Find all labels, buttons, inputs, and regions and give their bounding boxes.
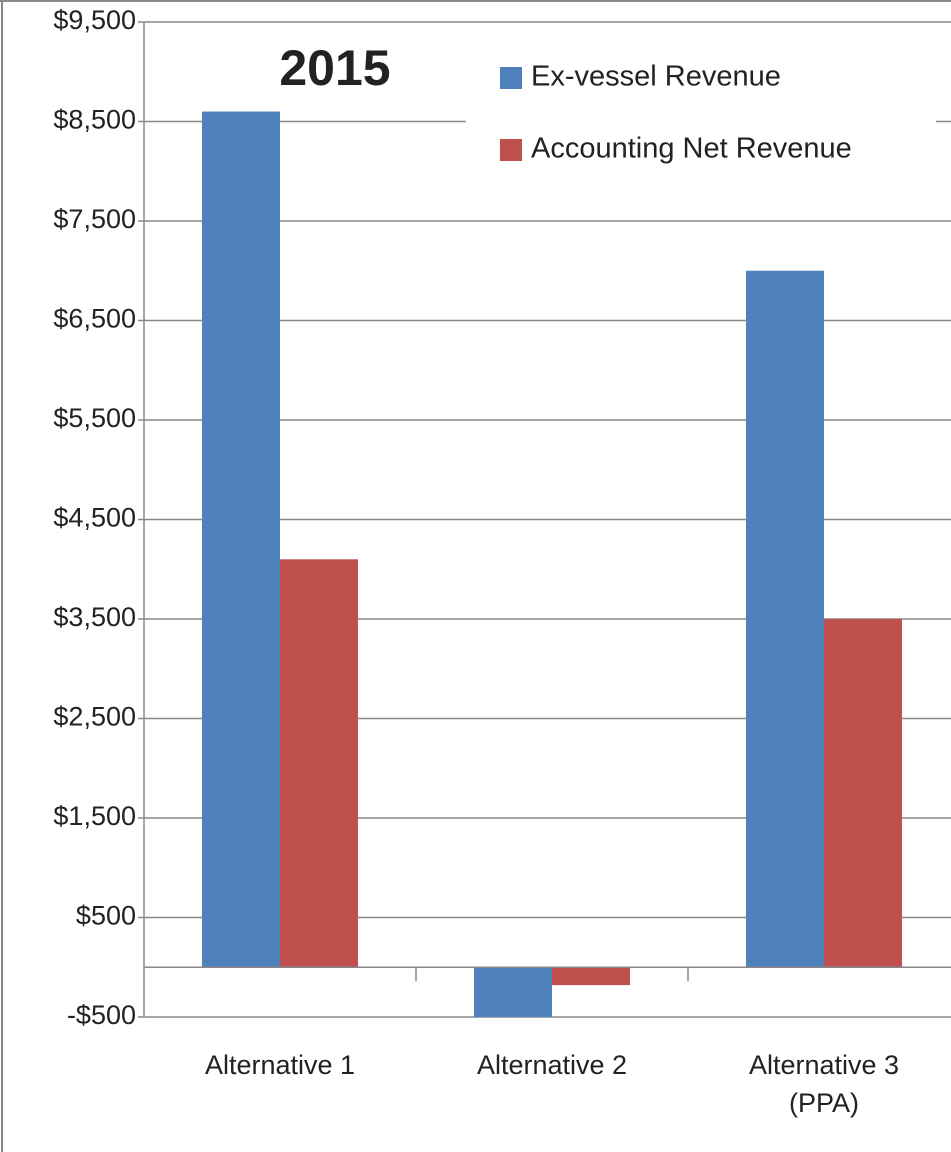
- y-tick-label: $6,500: [53, 304, 136, 334]
- y-tick-label: $3,500: [53, 602, 136, 632]
- y-tick-label: -$500: [67, 1000, 136, 1030]
- legend-swatch: [500, 139, 522, 161]
- legend-box: [466, 40, 936, 180]
- x-tick-label: Alternative 1: [204, 1050, 356, 1080]
- bar: [280, 559, 358, 968]
- bar: [824, 619, 902, 968]
- y-tick-label: $2,500: [53, 702, 136, 732]
- y-tick-label: $5,500: [53, 403, 136, 433]
- y-tick-label: $9,500: [53, 5, 136, 35]
- bar: [746, 270, 824, 968]
- legend-label: Accounting Net Revenue: [531, 133, 852, 165]
- y-tick-label: $7,500: [53, 204, 136, 234]
- y-tick-label: $4,500: [53, 503, 136, 533]
- x-tick-label: Alternative 2: [476, 1050, 628, 1080]
- chart-title: 2015: [279, 40, 390, 96]
- y-tick-label: $500: [76, 901, 136, 931]
- legend-swatch: [500, 67, 522, 89]
- legend-label: Ex-vessel Revenue: [531, 61, 781, 93]
- y-tick-label: $8,500: [53, 105, 136, 135]
- y-tick-label: $1,500: [53, 801, 136, 831]
- x-tick-label: Alternative 3 (PPA): [748, 1050, 900, 1118]
- bar: [202, 111, 280, 968]
- bar: [552, 967, 630, 986]
- bar: [474, 967, 552, 1017]
